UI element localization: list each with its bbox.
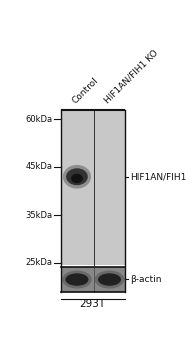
Ellipse shape bbox=[95, 271, 124, 288]
Text: Control: Control bbox=[71, 76, 100, 105]
Text: 35kDa: 35kDa bbox=[25, 211, 52, 220]
Bar bbox=[61, 110, 125, 265]
Text: β-actin: β-actin bbox=[130, 275, 161, 284]
Text: 25kDa: 25kDa bbox=[25, 259, 52, 267]
Text: HIF1AN/FIH1: HIF1AN/FIH1 bbox=[130, 172, 186, 181]
Ellipse shape bbox=[63, 165, 91, 189]
Text: 60kDa: 60kDa bbox=[25, 114, 52, 124]
Ellipse shape bbox=[66, 168, 88, 185]
Text: HIF1AN/FIH1 KO: HIF1AN/FIH1 KO bbox=[103, 48, 160, 105]
Ellipse shape bbox=[71, 174, 83, 183]
Text: 45kDa: 45kDa bbox=[25, 162, 52, 171]
Ellipse shape bbox=[62, 271, 92, 288]
Ellipse shape bbox=[98, 273, 121, 286]
Bar bbox=[61, 267, 125, 292]
Ellipse shape bbox=[65, 273, 88, 286]
Text: 293T: 293T bbox=[79, 299, 106, 309]
